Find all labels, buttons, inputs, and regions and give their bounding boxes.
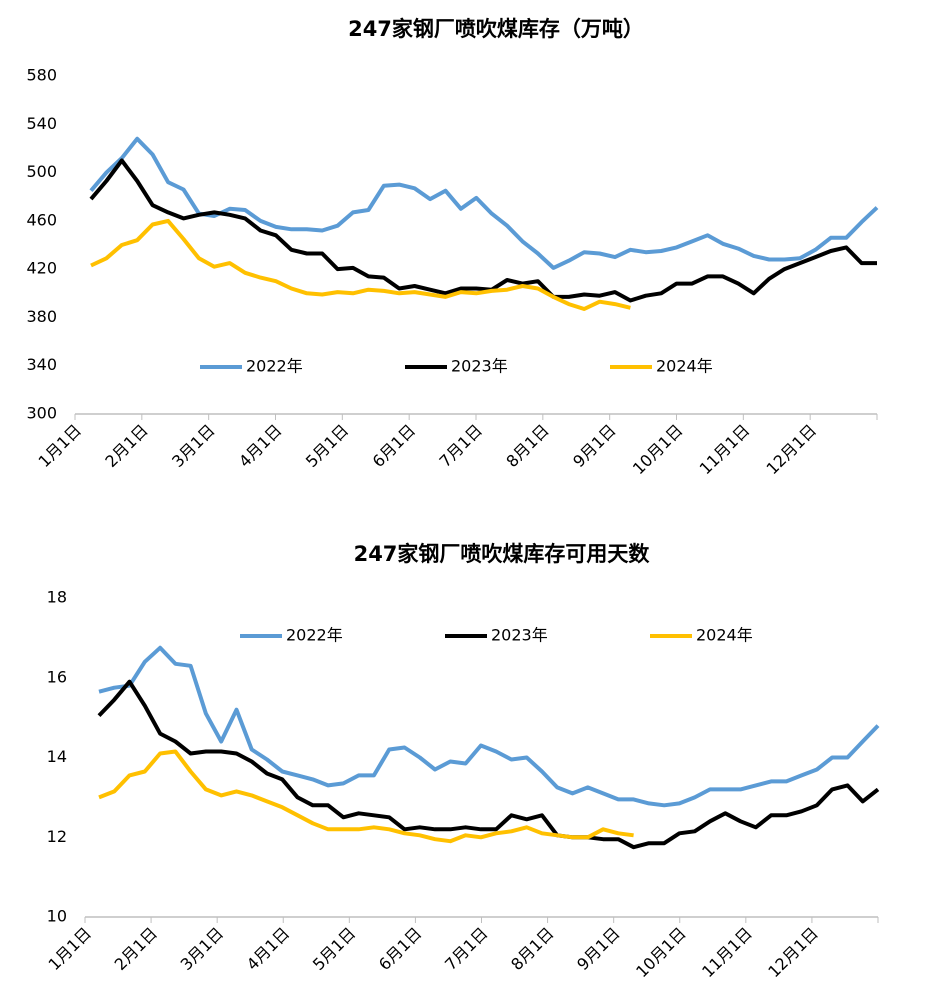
series-line — [98, 645, 880, 808]
y-tick-label: 540 — [26, 114, 57, 133]
series-line — [89, 158, 877, 303]
legend-label: 2022年 — [286, 626, 343, 645]
series-line — [97, 679, 880, 850]
y-tick-label: 12 — [47, 827, 67, 846]
y-tick-label: 18 — [47, 588, 67, 607]
x-tick-label: 12月1日 — [764, 924, 822, 982]
x-tick-label: 1月1日 — [45, 924, 95, 974]
x-tick-label: 2月1日 — [101, 421, 151, 471]
x-tick-label: 7月1日 — [441, 924, 491, 974]
x-tick-label: 6月1日 — [369, 421, 419, 471]
y-tick-label: 580 — [26, 66, 57, 85]
x-tick-label: 12月1日 — [763, 421, 821, 479]
y-tick-label: 14 — [47, 747, 67, 766]
y-tick-label: 16 — [47, 667, 67, 686]
chart-title: 247家钢厂喷吹煤库存（万吨） — [348, 17, 644, 41]
y-tick-label: 10 — [47, 907, 67, 926]
chart-title: 247家钢厂喷吹煤库存可用天数 — [354, 542, 651, 566]
y-tick-label: 380 — [26, 307, 57, 326]
x-tick-label: 1月1日 — [35, 421, 85, 471]
x-tick-label: 9月1日 — [569, 421, 619, 471]
x-tick-label: 7月1日 — [436, 421, 486, 471]
x-tick-label: 2月1日 — [111, 924, 161, 974]
series-line — [89, 136, 879, 270]
x-tick-label: 5月1日 — [309, 924, 359, 974]
y-tick-label: 460 — [26, 210, 57, 229]
legend-label: 2024年 — [656, 357, 713, 376]
y-tick-label: 500 — [26, 162, 57, 181]
legend-label: 2024年 — [696, 626, 753, 645]
legend-label: 2022年 — [246, 357, 303, 376]
x-tick-label: 3月1日 — [177, 924, 227, 974]
x-tick-label: 3月1日 — [168, 421, 218, 471]
x-tick-label: 8月1日 — [502, 421, 552, 471]
series-line — [90, 218, 631, 311]
legend-label: 2023年 — [451, 357, 508, 376]
y-tick-label: 300 — [26, 404, 57, 423]
y-tick-label: 340 — [26, 355, 57, 374]
x-tick-label: 5月1日 — [302, 421, 352, 471]
y-tick-label: 420 — [26, 259, 57, 278]
x-tick-label: 6月1日 — [375, 924, 425, 974]
series-line — [98, 749, 634, 844]
x-tick-label: 4月1日 — [235, 421, 285, 471]
x-tick-label: 8月1日 — [507, 924, 557, 974]
x-tick-label: 10月1日 — [632, 924, 690, 982]
legend-label: 2023年 — [491, 626, 548, 645]
x-tick-label: 9月1日 — [573, 924, 623, 974]
x-tick-label: 10月1日 — [629, 421, 687, 479]
x-tick-label: 11月1日 — [698, 924, 756, 982]
x-tick-label: 4月1日 — [243, 924, 293, 974]
x-tick-label: 11月1日 — [696, 421, 754, 479]
